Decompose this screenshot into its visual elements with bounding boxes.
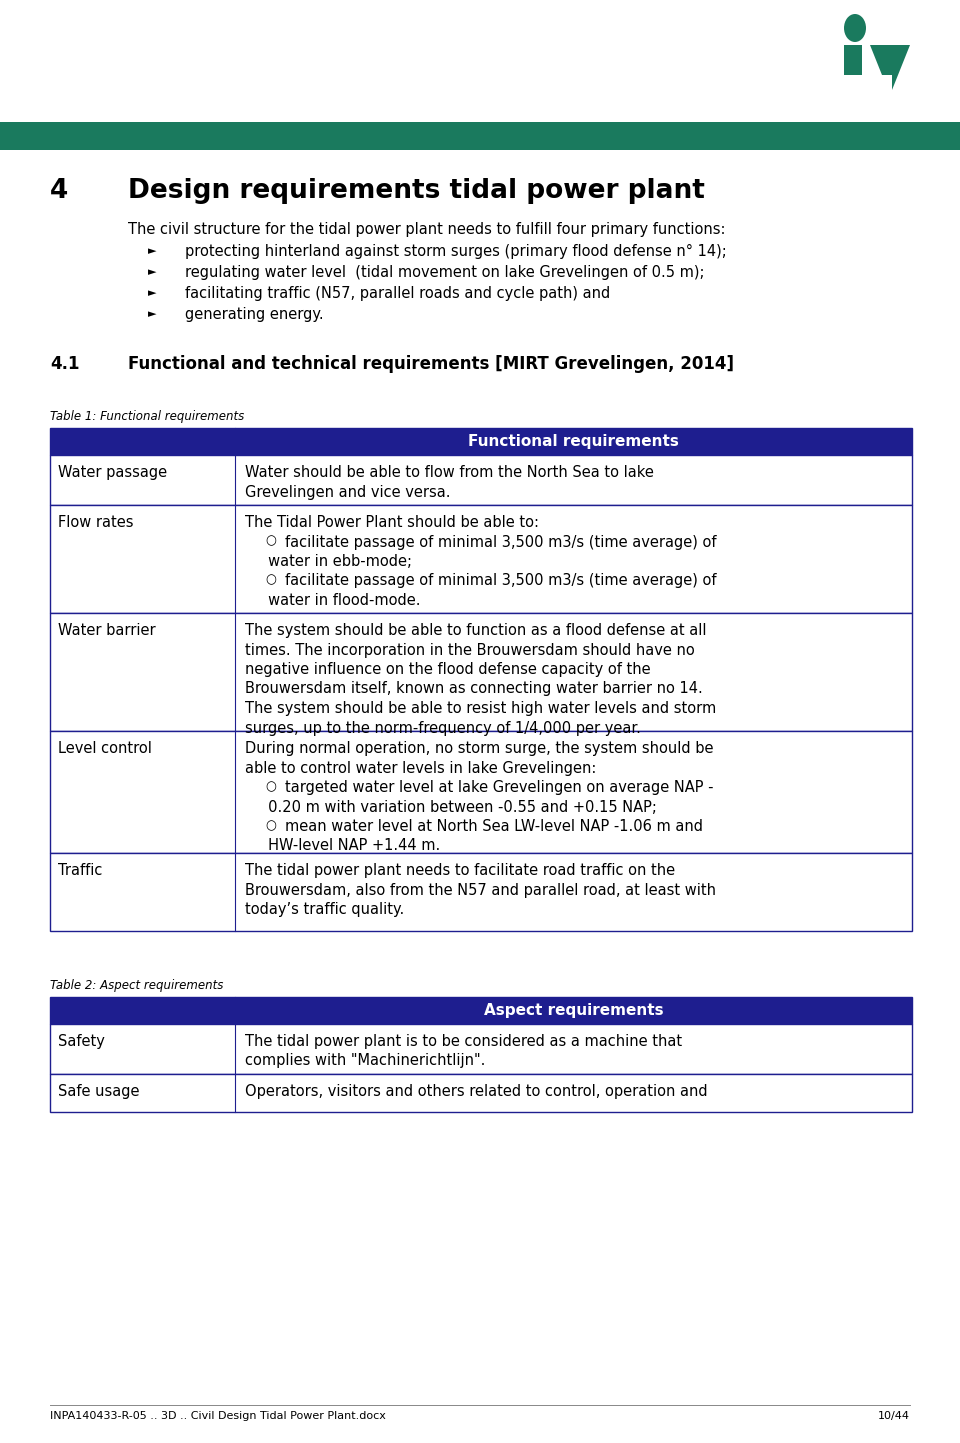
Text: Safety: Safety [58, 1035, 105, 1049]
Text: 4.1: 4.1 [50, 355, 80, 372]
Text: Water should be able to flow from the North Sea to lake: Water should be able to flow from the No… [245, 465, 654, 481]
Bar [50, 613, 912, 732]
Text: The tidal power plant is to be considered as a machine that: The tidal power plant is to be considere… [245, 1035, 683, 1049]
Text: Functional requirements: Functional requirements [468, 434, 679, 449]
Text: mean water level at North Sea LW-level NAP -1.06 m and: mean water level at North Sea LW-level N… [285, 820, 703, 834]
Text: times. The incorporation in the Brouwersdam should have no: times. The incorporation in the Brouwers… [245, 642, 695, 658]
Text: The tidal power plant needs to facilitate road traffic on the: The tidal power plant needs to facilitat… [245, 863, 675, 877]
Text: Water passage: Water passage [58, 465, 167, 481]
Text: Functional and technical requirements [MIRT Grevelingen, 2014]: Functional and technical requirements [M… [128, 355, 734, 372]
Text: able to control water levels in lake Grevelingen:: able to control water levels in lake Gre… [245, 760, 596, 775]
Text: ►: ► [148, 267, 156, 277]
Text: ○: ○ [265, 534, 276, 547]
Text: targeted water level at lake Grevelingen on average NAP -: targeted water level at lake Grevelingen… [285, 781, 713, 795]
Text: facilitate passage of minimal 3,500 m3/s (time average) of: facilitate passage of minimal 3,500 m3/s… [285, 573, 716, 589]
Text: HW-level NAP +1.44 m.: HW-level NAP +1.44 m. [245, 838, 441, 853]
Text: Traffic: Traffic [58, 863, 103, 877]
Text: water in ebb-mode;: water in ebb-mode; [245, 554, 412, 569]
Bar [50, 853, 912, 931]
Text: ►: ► [148, 245, 156, 255]
Text: ○: ○ [265, 781, 276, 794]
Bar [50, 505, 912, 613]
Text: facilitate passage of minimal 3,500 m3/s (time average) of: facilitate passage of minimal 3,500 m3/s… [285, 534, 716, 550]
Text: complies with "Machinerichtlijn".: complies with "Machinerichtlijn". [245, 1053, 486, 1068]
Polygon shape [870, 45, 910, 95]
Text: Operators, visitors and others related to control, operation and: Operators, visitors and others related t… [245, 1084, 708, 1100]
Text: Brouwersdam, also from the N57 and parallel road, at least with: Brouwersdam, also from the N57 and paral… [245, 883, 716, 898]
Text: Brouwersdam itself, known as connecting water barrier no 14.: Brouwersdam itself, known as connecting … [245, 681, 703, 697]
Text: 10/44: 10/44 [878, 1411, 910, 1421]
Bar [50, 732, 912, 853]
Text: Water barrier: Water barrier [58, 623, 156, 638]
Text: ►: ► [148, 309, 156, 319]
Text: Flow rates: Flow rates [58, 515, 133, 530]
Ellipse shape [844, 14, 866, 42]
Text: Safe usage: Safe usage [58, 1084, 139, 1100]
Text: The system should be able to function as a flood defense at all: The system should be able to function as… [245, 623, 707, 638]
Bar [844, 45, 862, 75]
Text: 0.20 m with variation between -0.55 and +0.15 NAP;: 0.20 m with variation between -0.55 and … [245, 799, 657, 814]
Text: protecting hinterland against storm surges (primary flood defense n° 14);: protecting hinterland against storm surg… [185, 244, 727, 258]
Text: negative influence on the flood defense capacity of the: negative influence on the flood defense … [245, 662, 651, 677]
Text: 4: 4 [50, 177, 68, 203]
Bar [50, 455, 912, 505]
Text: Design requirements tidal power plant: Design requirements tidal power plant [128, 177, 705, 203]
Text: Aspect requirements: Aspect requirements [484, 1003, 663, 1017]
Bar [50, 1074, 912, 1113]
Text: surges, up to the norm-frequency of 1/4,000 per year.: surges, up to the norm-frequency of 1/4,… [245, 720, 641, 736]
Text: The civil structure for the tidal power plant needs to fulfill four primary func: The civil structure for the tidal power … [128, 222, 726, 237]
Text: Level control: Level control [58, 742, 152, 756]
Text: The Tidal Power Plant should be able to:: The Tidal Power Plant should be able to: [245, 515, 539, 530]
Text: Grevelingen and vice versa.: Grevelingen and vice versa. [245, 485, 450, 499]
Bar [50, 1025, 912, 1074]
Text: The system should be able to resist high water levels and storm: The system should be able to resist high… [245, 701, 716, 716]
Text: ►: ► [148, 289, 156, 299]
Bar [50, 429, 912, 455]
Text: today’s traffic quality.: today’s traffic quality. [245, 902, 404, 916]
Text: ○: ○ [265, 820, 276, 833]
Text: water in flood-mode.: water in flood-mode. [245, 593, 420, 608]
Text: regulating water level  (tidal movement on lake Grevelingen of 0.5 m);: regulating water level (tidal movement o… [185, 266, 705, 280]
Text: Table 2: Aspect requirements: Table 2: Aspect requirements [50, 978, 224, 991]
Bar [50, 997, 912, 1025]
Text: generating energy.: generating energy. [185, 307, 324, 322]
Text: Table 1: Functional requirements: Table 1: Functional requirements [50, 410, 244, 423]
Text: ○: ○ [265, 573, 276, 586]
Bar [862, 45, 870, 95]
Text: During normal operation, no storm surge, the system should be: During normal operation, no storm surge,… [245, 742, 713, 756]
Bar [882, 75, 892, 95]
Bar [0, 123, 960, 150]
Text: INPA140433-R-05 .. 3D .. Civil Design Tidal Power Plant.docx: INPA140433-R-05 .. 3D .. Civil Design Ti… [50, 1411, 386, 1421]
Text: facilitating traffic (N57, parallel roads and cycle path) and: facilitating traffic (N57, parallel road… [185, 286, 611, 302]
